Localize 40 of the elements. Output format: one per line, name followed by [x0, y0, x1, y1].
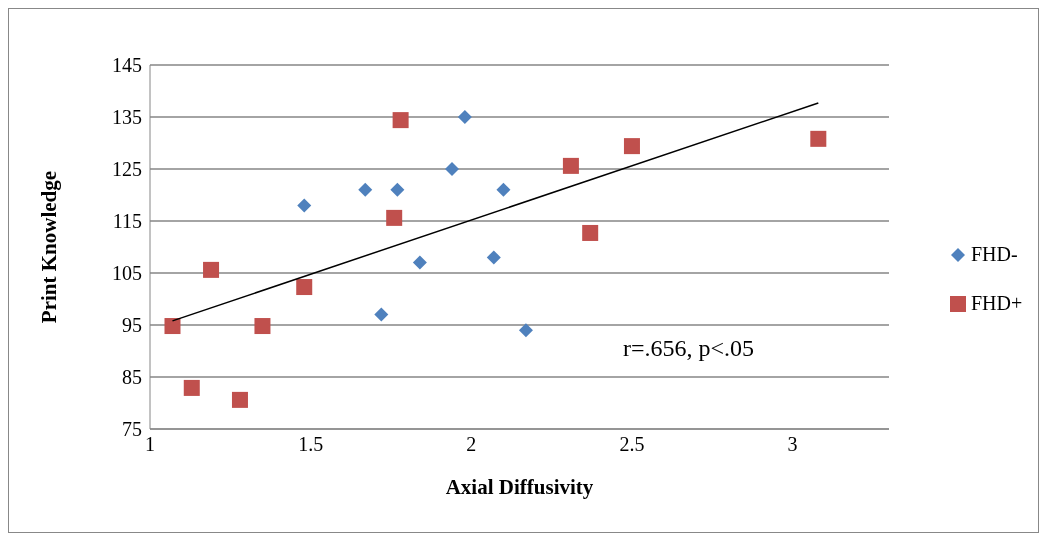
point	[203, 261, 220, 278]
point	[297, 198, 312, 213]
x-tick-label: 2.5	[619, 433, 645, 456]
point	[392, 112, 409, 129]
y-tick-label: 115	[112, 210, 142, 233]
y-tick-label: 95	[122, 314, 142, 337]
point	[164, 318, 181, 335]
x-tick-label: 3	[787, 433, 798, 456]
y-tick-label: 85	[122, 366, 142, 389]
point	[486, 250, 501, 265]
y-tick-label: 145	[112, 54, 142, 77]
legend-label: FHD+	[971, 292, 1023, 315]
point	[518, 323, 533, 338]
point	[496, 182, 511, 197]
x-tick-label: 1	[145, 433, 155, 456]
y-tick-label: 75	[122, 418, 142, 441]
annotation: r=.656, p<.05	[623, 335, 755, 362]
point	[183, 379, 200, 396]
point	[582, 224, 599, 241]
point	[445, 162, 460, 176]
point	[412, 255, 427, 270]
point	[562, 157, 579, 174]
x-tick-label: 2	[466, 433, 477, 456]
point	[457, 110, 472, 124]
point	[810, 130, 827, 147]
point	[231, 391, 248, 408]
point	[358, 182, 373, 197]
x-axis-title: Axial Diffusivity	[445, 474, 594, 499]
y-tick-label: 125	[112, 158, 142, 181]
y-tick-label: 135	[112, 106, 142, 129]
point	[374, 307, 389, 322]
point	[254, 318, 271, 335]
point	[623, 138, 640, 155]
legend-label: FHD-	[971, 243, 1018, 266]
y-axis-title: Print Knowledge	[37, 170, 62, 324]
y-tick-label: 105	[112, 262, 142, 285]
point	[296, 279, 313, 296]
point	[386, 209, 403, 226]
point	[390, 182, 405, 197]
x-tick-label: 1.5	[298, 433, 324, 456]
